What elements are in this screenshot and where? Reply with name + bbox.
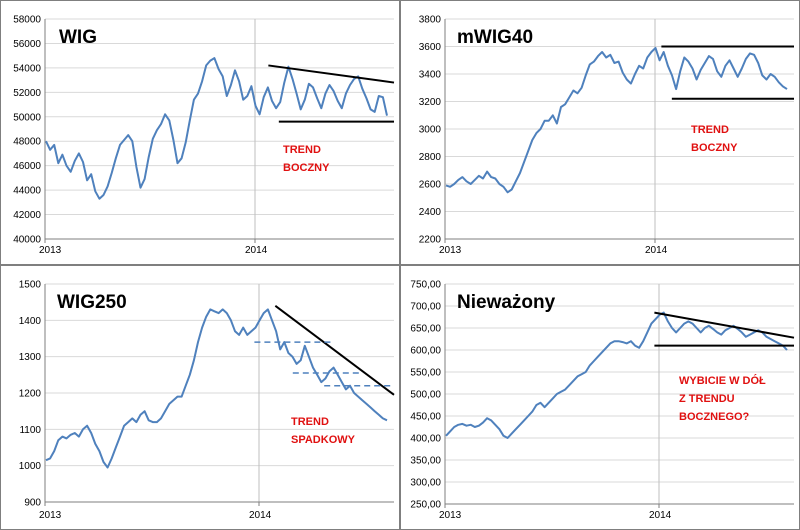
- series-line: [445, 46, 788, 194]
- y-tick-label: 2800: [419, 152, 442, 163]
- y-tick-label: 1300: [19, 352, 42, 363]
- y-tick-label: 52000: [13, 88, 41, 99]
- y-tick-label: 450,00: [410, 412, 441, 423]
- y-tick-label: 54000: [13, 63, 41, 74]
- chart-wig: 40000 42000 44000 46000 48000 50000 52000 54000…: [13, 15, 395, 256]
- chart-title: WIG: [59, 27, 97, 48]
- y-tick-label: 750,00: [410, 280, 441, 291]
- y-tick-label: 900: [24, 498, 41, 509]
- x-tick-label: 2013: [439, 510, 462, 521]
- annotation-text: BOCZNEGO?: [679, 411, 750, 423]
- y-tick-label: 600,00: [410, 346, 441, 357]
- x-tick-label: 2014: [249, 510, 272, 521]
- y-tick-label: 350,00: [410, 456, 441, 467]
- annotation-text: TREND: [691, 124, 729, 136]
- y-tick-label: 1100: [19, 425, 41, 436]
- y-tick-label: 2600: [419, 180, 442, 191]
- trend-line: [274, 305, 395, 396]
- y-tick-label: 42000: [13, 210, 41, 221]
- y-tick-label: 700,00: [410, 302, 441, 313]
- trend-line: [654, 311, 795, 339]
- y-tick-label: 3600: [419, 42, 442, 53]
- y-tick-label: 300,00: [410, 478, 441, 489]
- y-tick-label: 500,00: [410, 390, 441, 401]
- annotation-text: WYBICIE W DÓŁ: [679, 374, 766, 387]
- chart-title: WIG250: [57, 292, 127, 313]
- y-tick-label: 550,00: [410, 368, 441, 379]
- y-tick-label: 1000: [19, 461, 42, 472]
- y-tick-label: 2200: [419, 235, 442, 246]
- x-tick-label: 2013: [39, 245, 62, 256]
- y-tick-label: 44000: [13, 186, 41, 197]
- chart-mwig40: 2200 2400 2600 2800 3000 3200 3400 3600 3800 2013…: [419, 15, 794, 256]
- x-tick-label: 2013: [439, 245, 462, 256]
- y-tick-label: 2400: [419, 207, 442, 218]
- y-tick-label: 48000: [13, 137, 41, 148]
- series-line: [45, 308, 388, 469]
- panel-niewazony: 250,00 300,00 350,00 400,00 450,00 500,00 550,…: [400, 265, 800, 530]
- panel-wig: 40000 42000 44000 46000 48000 50000 52000 54000…: [0, 0, 400, 265]
- y-tick-label: 1500: [19, 280, 42, 291]
- x-tick-label: 2014: [645, 245, 668, 256]
- y-tick-label: 3400: [419, 70, 442, 81]
- x-tick-label: 2014: [649, 510, 672, 521]
- trend-line: [268, 64, 395, 84]
- x-tick-label: 2013: [39, 510, 62, 521]
- y-tick-label: 1200: [19, 389, 42, 400]
- y-tick-label: 650,00: [410, 324, 441, 335]
- y-tick-label: 40000: [13, 235, 41, 246]
- y-tick-label: 3200: [419, 97, 442, 108]
- annotation-text: TREND: [291, 416, 329, 428]
- y-tick-label: 1400: [19, 316, 42, 327]
- y-tick-label: 46000: [13, 161, 41, 172]
- annotation-text: SPADKOWY: [291, 434, 356, 446]
- y-tick-label: 250,00: [410, 500, 441, 511]
- y-tick-label: 58000: [13, 15, 41, 26]
- annotation-text: BOCZNY: [691, 142, 738, 154]
- annotation-text: TREND: [283, 144, 321, 156]
- annotation-text: BOCZNY: [283, 162, 330, 174]
- series-line: [45, 57, 388, 200]
- chart-title: mWIG40: [457, 27, 533, 48]
- y-tick-label: 3000: [419, 125, 442, 136]
- y-tick-label: 3800: [419, 15, 442, 26]
- panel-mwig40: 2200 2400 2600 2800 3000 3200 3400 3600 3800 2013…: [400, 0, 800, 265]
- chart-wig250: 900 1000 1100 1200 1300 1400 1500 2013 2014 WIG25…: [19, 280, 395, 521]
- chart-niewazony: 250,00 300,00 350,00 400,00 450,00 500,00 550,…: [410, 280, 795, 521]
- y-tick-label: 400,00: [410, 434, 441, 445]
- x-tick-label: 2014: [245, 245, 268, 256]
- annotation-text: Z TRENDU: [679, 393, 735, 405]
- y-tick-label: 56000: [13, 39, 41, 50]
- chart-title: Nieważony: [457, 292, 556, 313]
- series-line: [445, 311, 788, 439]
- panel-wig250: 900 1000 1100 1200 1300 1400 1500 2013 2014 WIG25…: [0, 265, 400, 530]
- y-tick-label: 50000: [13, 112, 41, 123]
